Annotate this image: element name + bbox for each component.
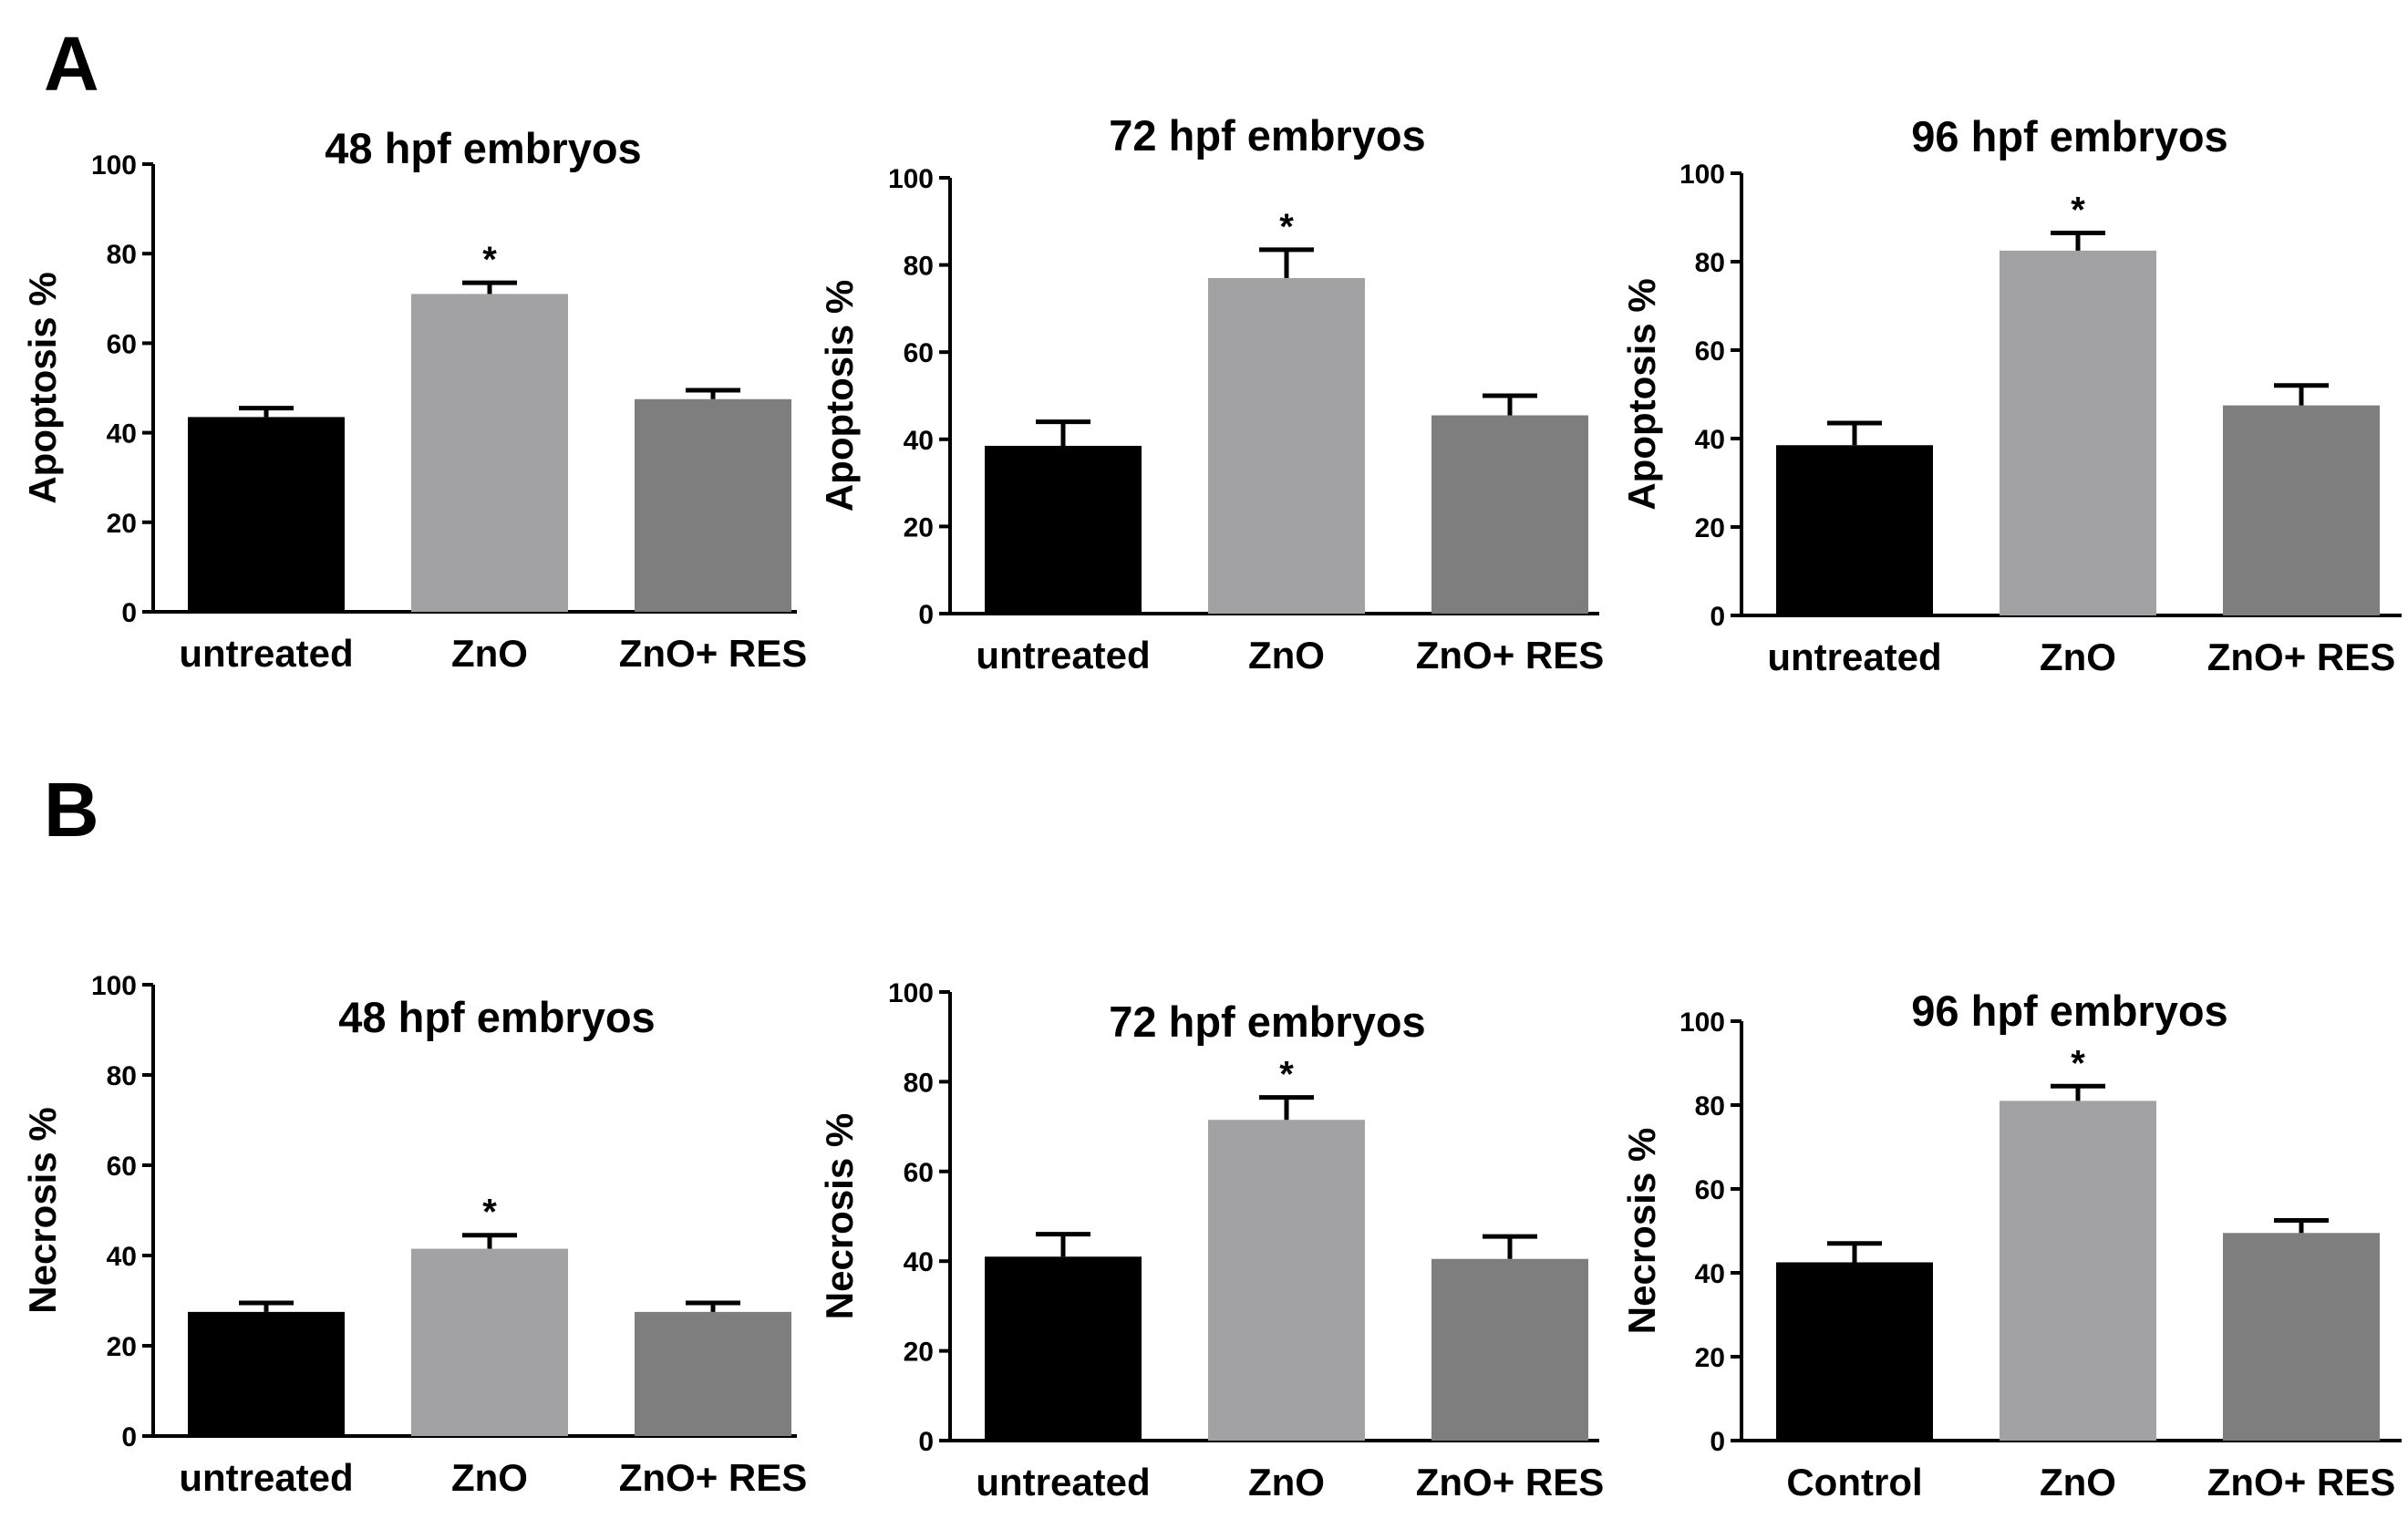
y-tick-label: 0 xyxy=(121,1422,137,1452)
y-axis-label: Necrosis % xyxy=(818,1113,861,1319)
x-category-label: ZnO xyxy=(2040,636,2116,678)
y-axis-label: Necrosis % xyxy=(21,1107,64,1313)
significance-marker: * xyxy=(482,1193,497,1233)
y-tick-label: 40 xyxy=(107,1242,137,1272)
bar-zno-res xyxy=(1431,1258,1588,1441)
y-tick-label: 60 xyxy=(107,329,137,359)
panel-label-b: B xyxy=(44,767,99,852)
y-tick-label: 40 xyxy=(904,426,934,456)
panel-label-a: A xyxy=(44,21,99,107)
bar-zno-res xyxy=(1431,415,1588,614)
y-tick-label: 40 xyxy=(1695,1259,1725,1289)
x-category-label: untreated xyxy=(976,634,1150,677)
chart-title: 72 hpf embryos xyxy=(1109,997,1425,1046)
bar-zno xyxy=(1208,1120,1365,1441)
y-tick-label: 60 xyxy=(904,1158,934,1188)
bar-zno-res xyxy=(635,398,791,612)
bar-zno-res xyxy=(2223,405,2380,615)
y-axis-label: Apoptosis % xyxy=(1620,278,1663,510)
chart-necrosis-48hpf: 48 hpf embryos Necrosis % 0 20 40 60 80 100 untr… xyxy=(21,971,807,1499)
chart-apoptosis-48hpf: 48 hpf embryos Apoptosis % 0 20 40 60 80 100 unt… xyxy=(21,124,807,675)
x-category-label: ZnO xyxy=(451,632,528,675)
y-axis-label: Necrosis % xyxy=(1620,1128,1663,1334)
chart-title: 48 hpf embryos xyxy=(325,124,641,172)
y-tick-label: 100 xyxy=(1679,1008,1725,1038)
y-tick-label: 0 xyxy=(918,600,934,630)
bar-untreated xyxy=(188,1311,345,1436)
y-tick-label: 100 xyxy=(888,164,934,194)
chart-title: 48 hpf embryos xyxy=(338,993,655,1041)
y-tick-label: 60 xyxy=(1695,336,1725,367)
y-tick-label: 80 xyxy=(1695,1091,1725,1121)
x-category-label: untreated xyxy=(976,1461,1150,1504)
significance-marker: * xyxy=(1279,1055,1294,1095)
x-category-label: ZnO xyxy=(1248,1461,1325,1504)
bar-control xyxy=(1776,1262,1933,1441)
x-category-label: ZnO xyxy=(2040,1461,2116,1504)
bar-zno-res xyxy=(635,1311,791,1436)
bar-zno xyxy=(2000,250,2156,615)
y-tick-label: 100 xyxy=(91,150,137,181)
x-category-label: untreated xyxy=(179,632,353,675)
y-axis-label: Apoptosis % xyxy=(21,272,64,503)
chart-title: 96 hpf embryos xyxy=(1911,987,2227,1035)
y-tick-label: 0 xyxy=(1710,602,1725,632)
x-category-label: Control xyxy=(1786,1461,1922,1504)
bar-untreated xyxy=(1776,445,1933,615)
significance-marker: * xyxy=(1279,207,1294,247)
y-tick-label: 100 xyxy=(888,978,934,1008)
y-tick-label: 40 xyxy=(1695,425,1725,455)
x-category-label: ZnO+ RES xyxy=(1416,634,1605,677)
bar-zno xyxy=(411,1248,568,1436)
chart-title: 96 hpf embryos xyxy=(1911,112,2227,160)
y-tick-label: 80 xyxy=(904,252,934,282)
chart-apoptosis-96hpf: 96 hpf embryos Apoptosis % 0 20 40 60 80 100 unt… xyxy=(1620,112,2402,678)
y-tick-label: 20 xyxy=(1695,513,1725,543)
y-axis-label: Apoptosis % xyxy=(818,280,861,512)
chart-title: 72 hpf embryos xyxy=(1109,111,1425,160)
x-category-label: untreated xyxy=(1767,636,1941,678)
y-tick-label: 20 xyxy=(904,1338,934,1368)
y-tick-label: 100 xyxy=(91,971,137,1001)
y-tick-label: 60 xyxy=(904,338,934,368)
bar-zno xyxy=(2000,1100,2156,1441)
chart-apoptosis-72hpf: 72 hpf embryos Apoptosis % 0 20 40 60 80 100 unt… xyxy=(818,111,1605,677)
y-tick-label: 40 xyxy=(107,419,137,450)
y-tick-label: 80 xyxy=(1695,248,1725,278)
y-tick-label: 0 xyxy=(1710,1427,1725,1457)
bar-untreated xyxy=(985,445,1142,614)
y-tick-label: 20 xyxy=(107,1332,137,1362)
x-category-label: ZnO+ RES xyxy=(619,632,808,675)
y-tick-label: 20 xyxy=(107,509,137,539)
significance-marker: * xyxy=(2071,1043,2085,1083)
x-category-label: ZnO+ RES xyxy=(1416,1461,1605,1504)
bar-zno xyxy=(411,294,568,612)
bar-zno xyxy=(1208,277,1365,614)
y-tick-label: 40 xyxy=(904,1247,934,1277)
x-category-label: untreated xyxy=(179,1456,353,1499)
y-tick-label: 100 xyxy=(1679,160,1725,190)
y-tick-label: 0 xyxy=(121,598,137,628)
x-category-label: ZnO xyxy=(1248,634,1325,677)
significance-marker: * xyxy=(482,240,497,280)
bar-untreated xyxy=(985,1256,1142,1441)
y-tick-label: 20 xyxy=(904,512,934,542)
y-tick-label: 20 xyxy=(1695,1343,1725,1373)
x-category-label: ZnO+ RES xyxy=(2207,1461,2396,1504)
bar-untreated xyxy=(188,417,345,612)
chart-necrosis-96hpf: 96 hpf embryos Necrosis % 0 20 40 60 80 100 Cont… xyxy=(1620,987,2402,1504)
y-tick-label: 60 xyxy=(1695,1175,1725,1205)
chart-necrosis-72hpf: 72 hpf embryos Necrosis % 0 20 40 60 80 100 untr… xyxy=(818,978,1605,1504)
x-category-label: ZnO+ RES xyxy=(2207,636,2396,678)
bar-zno-res xyxy=(2223,1233,2380,1441)
y-tick-label: 80 xyxy=(107,1061,137,1091)
y-tick-label: 60 xyxy=(107,1152,137,1182)
x-category-label: ZnO xyxy=(451,1456,528,1499)
y-tick-label: 0 xyxy=(918,1427,934,1457)
y-tick-label: 80 xyxy=(107,240,137,270)
x-category-label: ZnO+ RES xyxy=(619,1456,808,1499)
significance-marker: * xyxy=(2071,190,2085,230)
y-tick-label: 80 xyxy=(904,1068,934,1098)
